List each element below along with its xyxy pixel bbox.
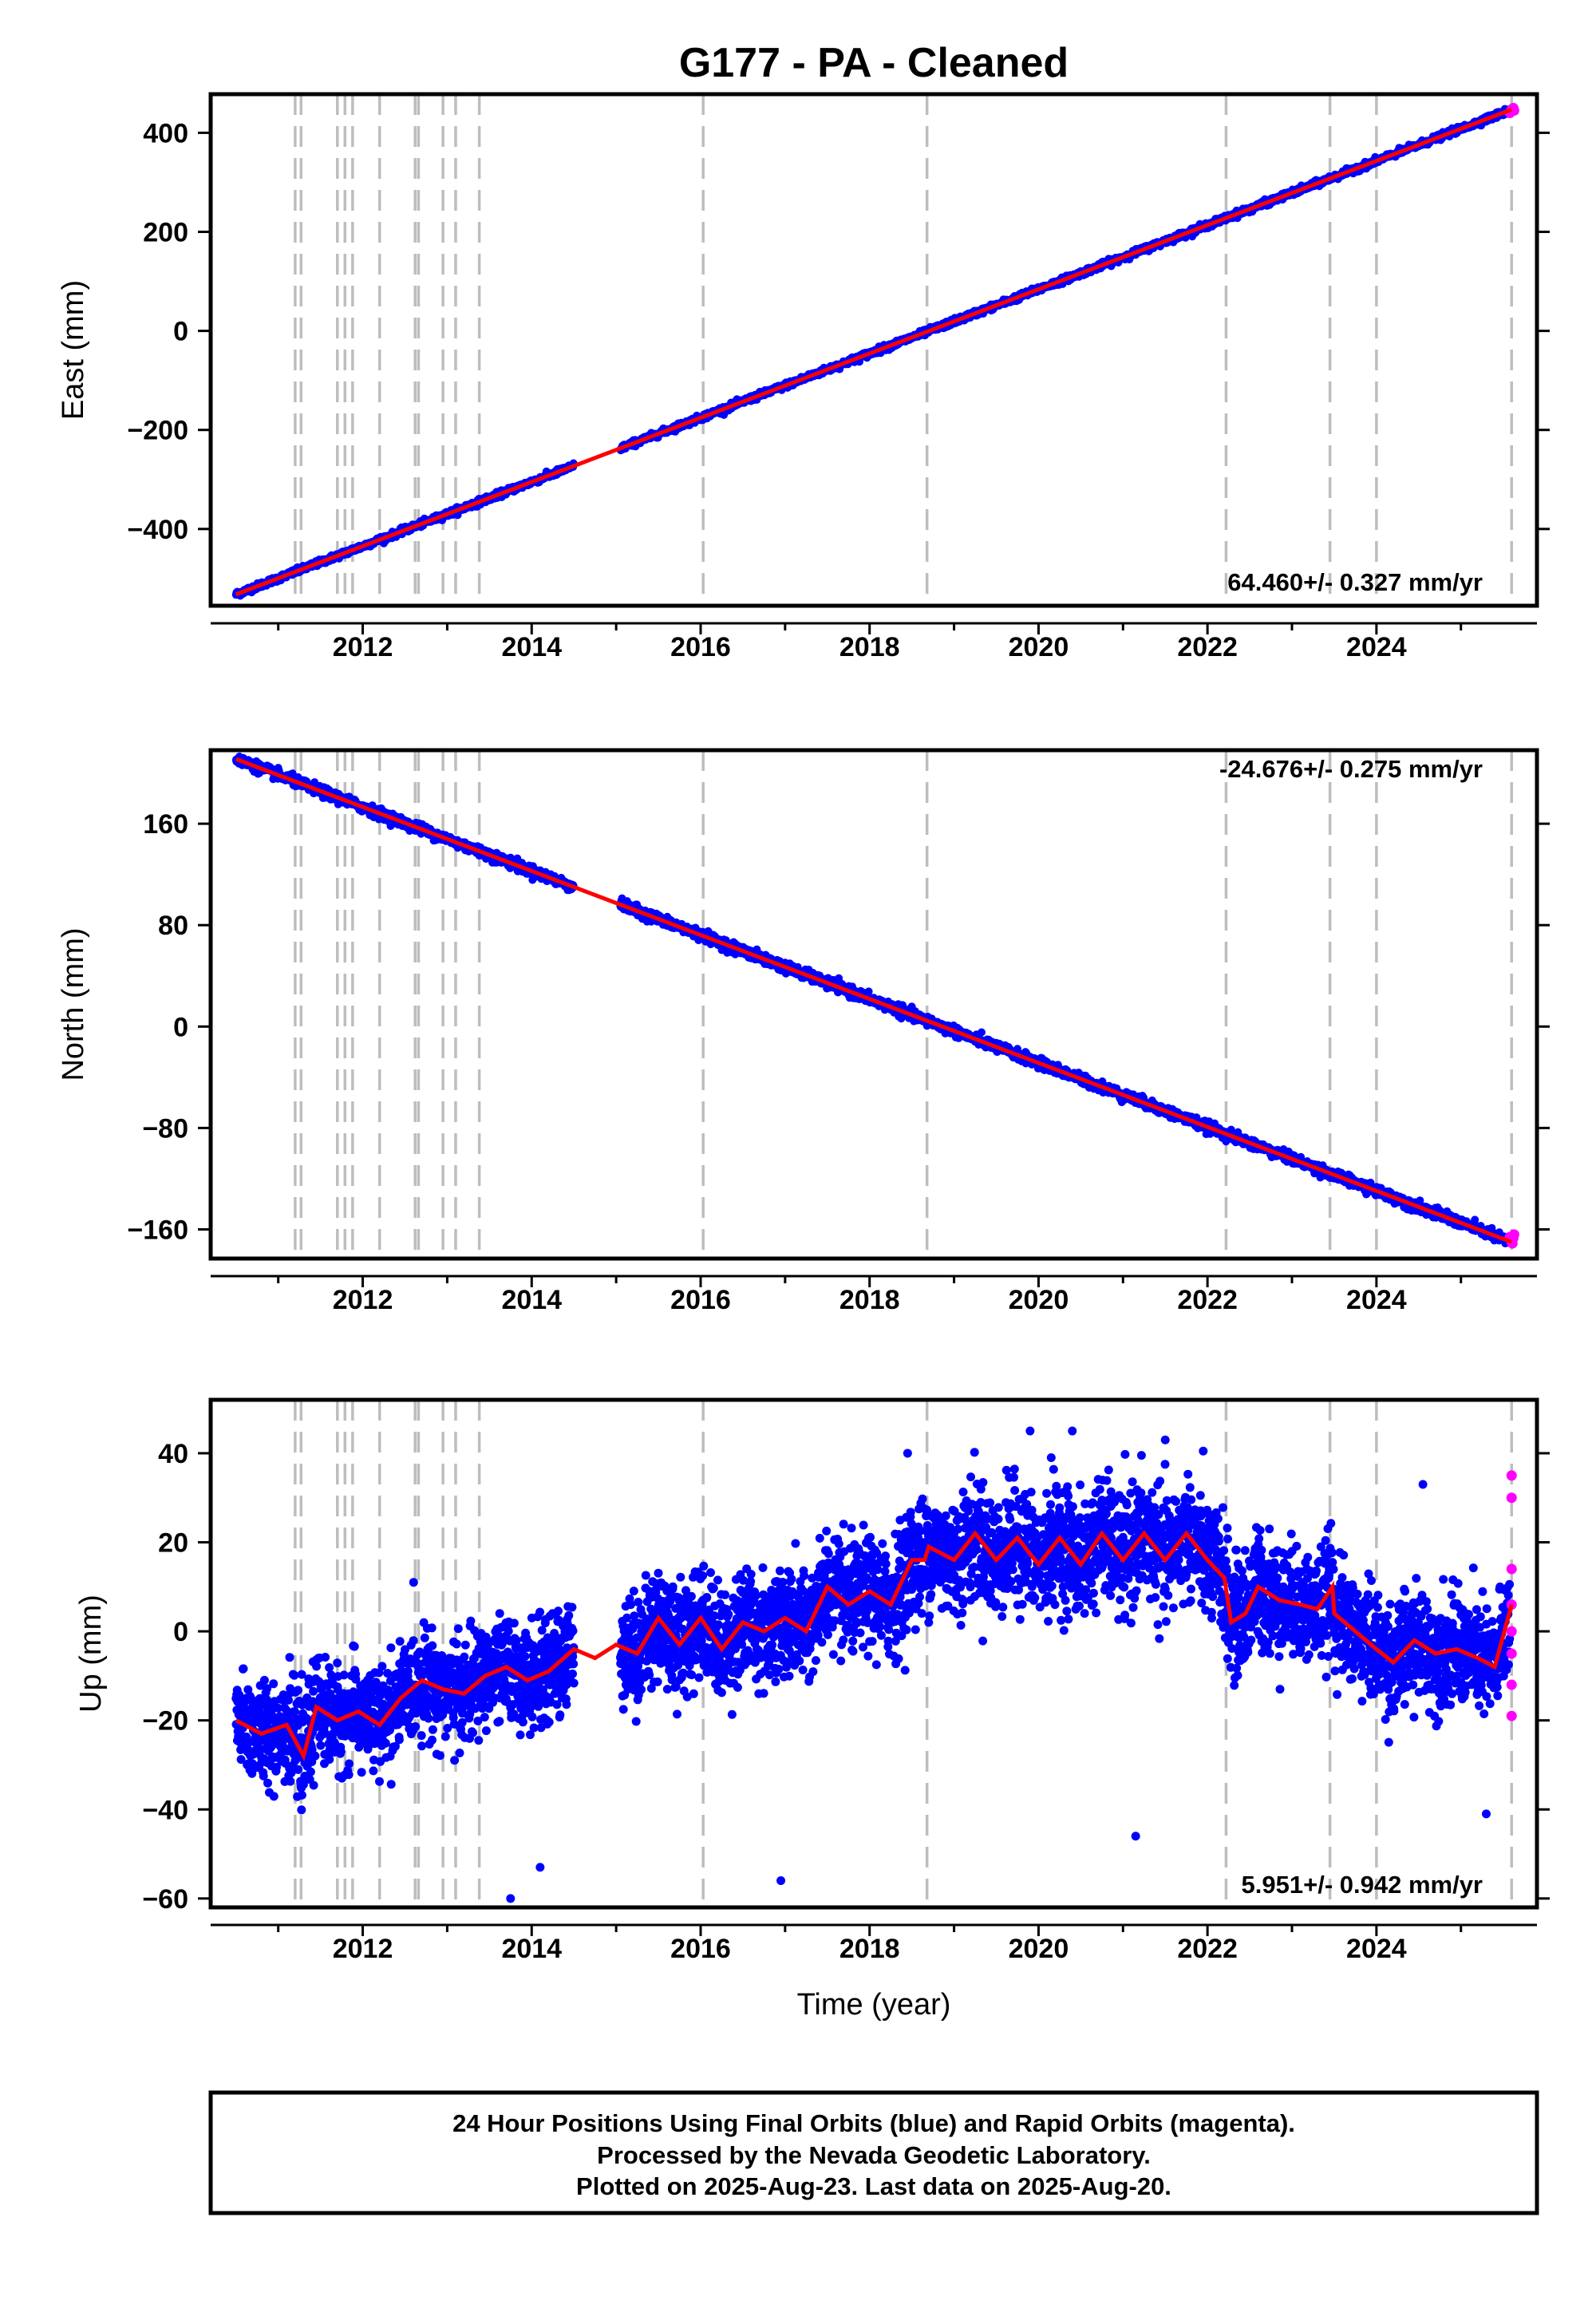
plot-area xyxy=(231,94,1519,606)
x-tick-label: 2012 xyxy=(333,632,393,662)
final-orbit-point xyxy=(864,987,873,996)
y-tick-label: 400 xyxy=(143,118,188,148)
east-panel: −400 −200 0 200 400 2012 2014 2016 2018 2020 2022 2… xyxy=(57,92,1550,662)
figure-title: G177 - PA - Cleaned xyxy=(679,40,1069,86)
x-tick-label: 2022 xyxy=(1177,632,1238,662)
y-tick-label: −400 xyxy=(127,515,188,545)
model-fit-line xyxy=(235,107,1513,597)
x-tick-label: 2014 xyxy=(501,632,562,662)
x-tick-label: 2024 xyxy=(1346,632,1407,662)
final-orbit-point xyxy=(978,1028,986,1037)
y-tick-label: 0 xyxy=(173,317,188,347)
y-tick-label: 200 xyxy=(143,218,188,248)
rapid-orbit-point xyxy=(1508,105,1519,116)
y-axis-label: East (mm) xyxy=(57,280,90,420)
y-tick-label: −200 xyxy=(127,416,188,446)
x-tick-label: 2020 xyxy=(1009,632,1069,662)
plot-frame xyxy=(208,92,1539,608)
x-tick-label: 2018 xyxy=(839,632,900,662)
x-tick-label: 2016 xyxy=(670,632,731,662)
plot-area xyxy=(231,750,1519,1259)
velocity-label: 64.460+/- 0.327 mm/yr xyxy=(1227,568,1483,596)
